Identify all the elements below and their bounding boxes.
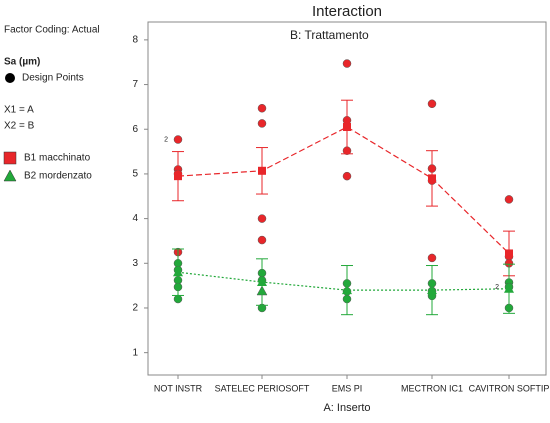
mean-marker bbox=[428, 174, 436, 183]
x-tick-label: NOT INSTR bbox=[154, 383, 203, 393]
legend-icon bbox=[3, 169, 17, 182]
y-tick-label: 7 bbox=[132, 79, 138, 90]
mean-marker bbox=[427, 285, 437, 295]
y-tick-label: 8 bbox=[132, 35, 138, 46]
legend-icon bbox=[5, 73, 15, 83]
design-point bbox=[342, 171, 352, 181]
design-point bbox=[427, 99, 437, 109]
mean-marker bbox=[343, 123, 351, 132]
y-tick-label: 3 bbox=[132, 258, 138, 269]
y-tick-label: 6 bbox=[132, 124, 138, 135]
y-tick-label: 4 bbox=[132, 213, 138, 224]
mean-marker bbox=[504, 283, 514, 293]
mean-marker bbox=[257, 277, 267, 287]
x-tick-label: CAVITRON SOFTIP bbox=[469, 383, 550, 393]
annotation: 2 bbox=[495, 284, 499, 291]
mean-marker bbox=[174, 172, 182, 181]
legend-label: B1 macchinato bbox=[24, 153, 91, 164]
legend-icon bbox=[3, 151, 17, 165]
subtitle: B: Trattamento bbox=[290, 28, 369, 42]
design-point bbox=[257, 214, 267, 223]
x-tick-label: MECTRON IC1 bbox=[401, 383, 463, 393]
mean-marker bbox=[173, 267, 183, 277]
mean-marker bbox=[258, 166, 266, 175]
design-point bbox=[173, 294, 183, 304]
design-point bbox=[504, 195, 514, 204]
design-point bbox=[257, 235, 267, 245]
x-tick-label: SATELEC PERIOSOFT bbox=[215, 383, 310, 393]
design-point bbox=[427, 253, 437, 263]
panel-text: Design Points bbox=[22, 73, 84, 84]
mean-marker bbox=[505, 249, 513, 258]
panel-text: X2 = B bbox=[4, 121, 35, 132]
design-point bbox=[342, 59, 352, 68]
mean-marker bbox=[342, 285, 352, 295]
y-tick-label: 2 bbox=[132, 303, 138, 314]
panel-text: X1 = A bbox=[4, 105, 34, 116]
design-point bbox=[257, 103, 267, 113]
chart-title: Interaction bbox=[312, 3, 382, 20]
y-tick-label: 1 bbox=[132, 347, 138, 358]
annotation: 2 bbox=[164, 136, 168, 143]
design-point bbox=[257, 119, 267, 128]
panel-text: Sa (µm) bbox=[4, 57, 40, 68]
legend-label: B2 mordenzato bbox=[24, 171, 92, 182]
mean-line bbox=[177, 126, 510, 254]
y-tick-label: 5 bbox=[132, 169, 138, 180]
panel-text: Factor Coding: Actual bbox=[4, 25, 100, 36]
design-point bbox=[173, 135, 183, 144]
x-tick-label: EMS PI bbox=[332, 383, 363, 393]
plot-frame bbox=[147, 21, 547, 376]
x-axis-label: A: Inserto bbox=[323, 402, 370, 414]
